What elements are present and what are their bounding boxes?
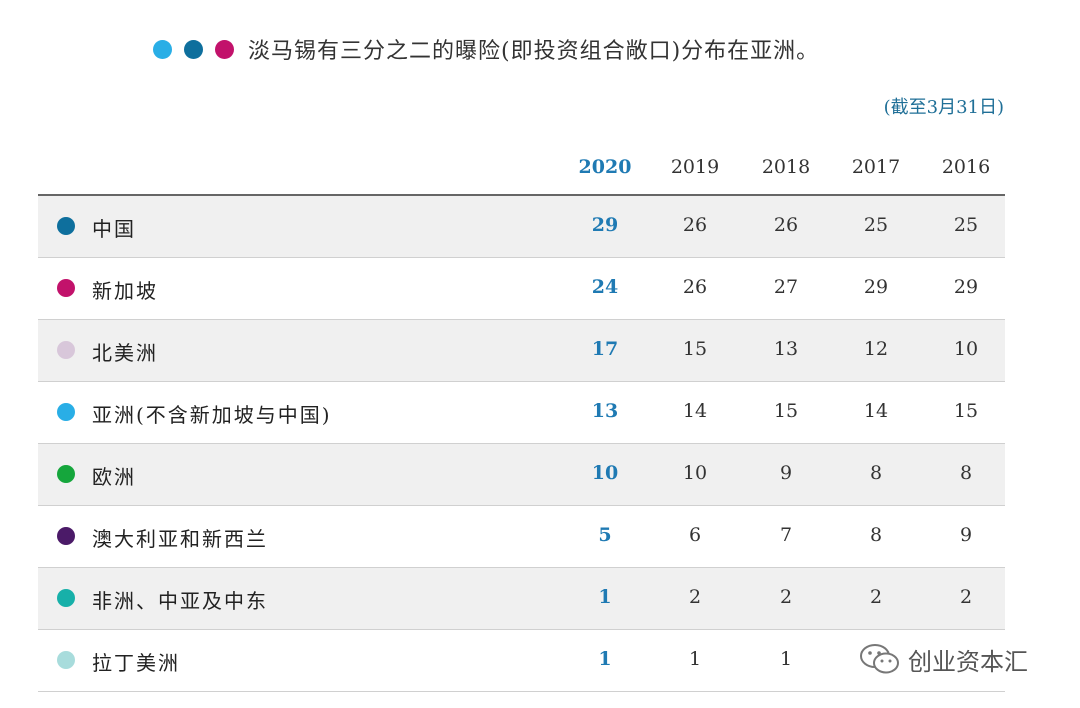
value-cell: 8	[869, 524, 883, 546]
region-label: 澳大利亚和新西兰	[92, 527, 268, 551]
as-of-note: (截至3月31日)	[883, 97, 1004, 118]
header-year: 2018	[761, 156, 811, 178]
value-cell: 14	[863, 400, 889, 422]
value-cell: 2	[869, 586, 883, 608]
table-row: 欧洲 10 10 9 8 8	[38, 444, 1005, 506]
region-dot	[57, 341, 75, 359]
value-cell: 1	[688, 648, 702, 670]
value-cell: 25	[953, 214, 979, 236]
region-label: 北美洲	[92, 341, 158, 365]
value-cell: 15	[682, 338, 708, 360]
value-cell: 10	[953, 338, 979, 360]
value-cell: 26	[682, 214, 708, 236]
region-label: 中国	[92, 217, 136, 241]
region-dot	[57, 217, 75, 235]
table-row: 澳大利亚和新西兰 5 6 7 8 9	[38, 506, 1005, 568]
header-year: 2016	[941, 156, 991, 178]
legend-dot-magenta	[215, 39, 234, 59]
value-cell: 7	[779, 524, 793, 546]
title-row: 淡马锡有三分之二的曝险(即投资组合敞口)分布在亚洲。	[153, 33, 819, 65]
value-cell: 6	[688, 524, 702, 546]
value-cell: 15	[953, 400, 979, 422]
value-cell: 9	[959, 524, 973, 546]
value-cell: 29	[953, 276, 979, 298]
value-cell: 25	[863, 214, 889, 236]
value-cell: 29	[863, 276, 889, 298]
value-cell: 8	[959, 462, 973, 484]
value-cell: 14	[682, 400, 708, 422]
value-cell: 8	[869, 462, 883, 484]
table-row: 非洲、中亚及中东 1 2 2 2 2	[38, 568, 1005, 630]
value-cell: 13	[773, 338, 799, 360]
value-cell: 24	[591, 276, 619, 298]
value-cell: 17	[591, 338, 619, 360]
value-cell: 27	[773, 276, 799, 298]
value-cell: 29	[591, 214, 619, 236]
value-cell: 10	[591, 462, 619, 484]
region-dot	[57, 465, 75, 483]
legend-dot-light-blue	[153, 39, 172, 59]
region-label: 欧洲	[92, 465, 136, 489]
exposure-table: 2020 2019 2018 2017 2016 中国 29 26 26 25 …	[38, 140, 1005, 692]
page-title: 淡马锡有三分之二的曝险(即投资组合敞口)分布在亚洲。	[248, 39, 820, 64]
legend-dot-dark-blue	[184, 39, 203, 59]
watermark-text: 创业资本汇	[908, 647, 1028, 676]
wechat-icon	[860, 644, 899, 674]
region-dot	[57, 651, 75, 669]
table-header: 2020 2019 2018 2017 2016	[38, 140, 1005, 196]
region-label: 亚洲(不含新加坡与中国)	[92, 403, 332, 427]
header-year: 2017	[851, 156, 901, 178]
value-cell: 12	[863, 338, 889, 360]
table-row: 亚洲(不含新加坡与中国) 13 14 15 14 15	[38, 382, 1005, 444]
region-dot	[57, 279, 75, 297]
value-cell: 26	[682, 276, 708, 298]
value-cell: 1	[779, 648, 793, 670]
value-cell: 13	[591, 400, 619, 422]
value-cell: 10	[682, 462, 708, 484]
value-cell: 1	[598, 586, 612, 608]
table-row: 中国 29 26 26 25 25	[38, 196, 1005, 258]
value-cell: 1	[598, 648, 612, 670]
region-label: 拉丁美洲	[92, 651, 180, 675]
value-cell: 15	[773, 400, 799, 422]
region-dot	[57, 527, 75, 545]
region-label: 新加坡	[92, 279, 158, 303]
value-cell: 9	[779, 462, 793, 484]
region-dot	[57, 589, 75, 607]
region-dot	[57, 403, 75, 421]
value-cell: 2	[959, 586, 973, 608]
table-row: 新加坡 24 26 27 29 29	[38, 258, 1005, 320]
watermark: 创业资本汇	[858, 642, 1028, 676]
table-row: 北美洲 17 15 13 12 10	[38, 320, 1005, 382]
header-year: 2019	[670, 156, 720, 178]
value-cell: 5	[598, 524, 612, 546]
value-cell: 2	[779, 586, 793, 608]
value-cell: 2	[688, 586, 702, 608]
table-row: 拉丁美洲 1 1 1	[38, 630, 1005, 692]
region-label: 非洲、中亚及中东	[92, 589, 268, 613]
header-year: 2020	[578, 156, 632, 178]
value-cell: 26	[773, 214, 799, 236]
